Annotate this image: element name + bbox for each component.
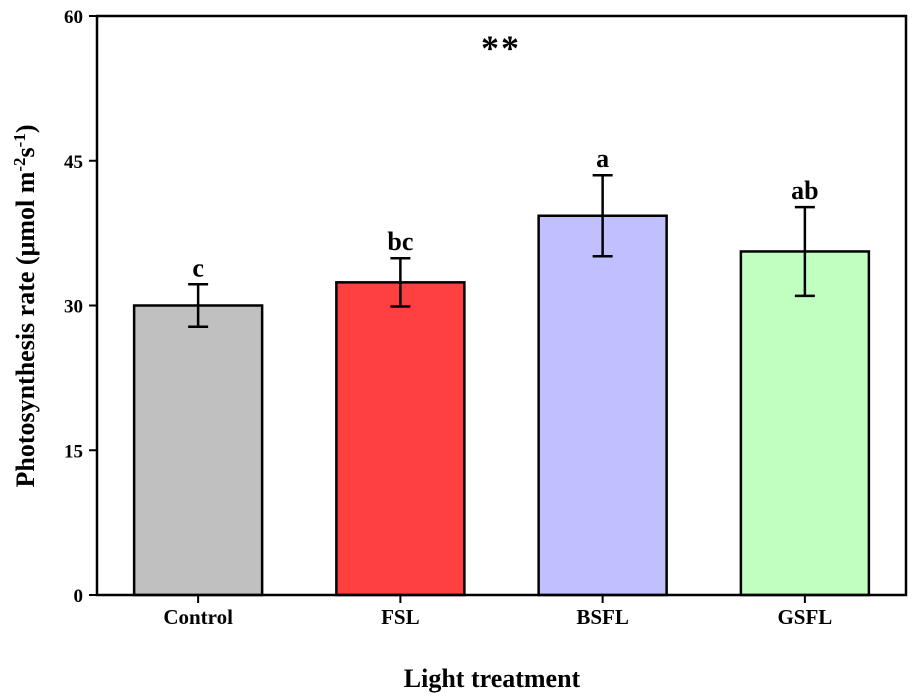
bar-bsfl — [537, 214, 668, 597]
y-tick-label: 15 — [64, 441, 83, 462]
y-axis-title-mu: μ — [11, 241, 40, 256]
x-ticks-group: Control FSL BSFL GSFL — [163, 595, 832, 629]
error-bar-control — [188, 283, 209, 328]
y-tick-label: 0 — [74, 586, 84, 607]
x-tick-label-fsl: FSL — [381, 605, 420, 629]
x-tick-label-control: Control — [163, 605, 233, 629]
y-tick-label: 30 — [64, 297, 83, 318]
error-bar-fsl — [390, 256, 411, 308]
error-bar-bsfl — [592, 173, 613, 258]
y-axis-title-sup2: -1 — [10, 133, 29, 147]
y-tick-label: 45 — [64, 152, 83, 173]
error-bars-group — [188, 173, 815, 328]
significance-annotation: ** — [481, 28, 521, 68]
x-axis-title: Light treatment — [404, 664, 581, 693]
significance-label-bsfl: a — [596, 144, 609, 173]
y-tick-label: 60 — [64, 7, 83, 28]
y-axis-title-s: s — [11, 147, 40, 157]
bars-group — [132, 214, 871, 597]
y-ticks-group: 0 15 30 45 60 — [64, 7, 97, 607]
x-tick-label-gsfl: GSFL — [777, 605, 832, 629]
bar-fsl — [335, 281, 466, 597]
y-axis-title-mol: mol m — [11, 171, 40, 241]
y-axis-title-sup1: -2 — [10, 157, 29, 171]
significance-label-control: c — [192, 253, 204, 282]
bar-control — [132, 304, 264, 597]
error-bar-gsfl — [794, 205, 815, 298]
significance-label-fsl: bc — [387, 227, 413, 256]
bar-gsfl — [739, 250, 871, 597]
significance-labels-group: c bc a ab — [192, 144, 818, 282]
x-tick-label-bsfl: BSFL — [576, 605, 629, 629]
y-axis-title-main: Photosynthesis rate ( — [11, 256, 40, 487]
y-axis-title: Photosynthesis rate (μmol m-2s-1) — [10, 124, 40, 487]
y-axis-title-close: ) — [11, 124, 40, 133]
significance-label-gsfl: ab — [791, 176, 818, 205]
